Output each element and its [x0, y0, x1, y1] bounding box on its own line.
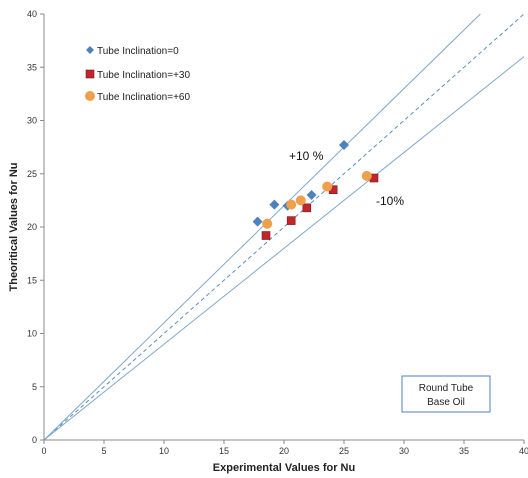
data-point-series-2 — [262, 218, 273, 229]
tick-labels: 0 5 10 15 20 25 30 35 40 0 5 10 15 20 25 30 35 40 — [27, 9, 528, 456]
data-point-series-0 — [306, 190, 317, 201]
data-point-series-2 — [361, 170, 372, 181]
y-tick-label: 15 — [27, 275, 37, 285]
legend-label: Tube Inclination=0 — [97, 46, 179, 57]
legend: Tube Inclination=0 Tube Inclination=+30 … — [85, 46, 190, 103]
info-textbox-border — [401, 375, 491, 413]
data-point-series-0 — [339, 139, 349, 150]
legend-square-marker — [85, 69, 95, 79]
y-tick-label: 30 — [27, 116, 37, 126]
data-point-series-1 — [302, 203, 312, 213]
info-textbox-line-1: Round Tube — [419, 383, 474, 394]
data-point-series-2 — [295, 195, 306, 206]
x-tick-label: 20 — [279, 446, 289, 456]
x-tick-label: 40 — [519, 446, 528, 456]
reference-lines — [43, 13, 525, 441]
x-tick-label: 10 — [159, 446, 169, 456]
data-point-series-0 — [269, 199, 280, 210]
y-axis-title: Theoritical Values for Nu — [8, 163, 20, 292]
data-point-series-0 — [252, 216, 263, 227]
legend-item-series-1: Tube Inclination=+30 — [85, 69, 190, 81]
data-points — [252, 139, 379, 240]
y-tick-label: 0 — [32, 435, 37, 445]
x-tick-label: 5 — [101, 446, 106, 456]
y-tick-label: 35 — [27, 62, 37, 72]
reference-line-0 — [43, 13, 525, 441]
legend-item-series-0: Tube Inclination=0 — [86, 46, 179, 57]
info-textbox-line-2: Base Oil — [427, 397, 465, 408]
y-tick-label: 10 — [27, 329, 37, 339]
x-tick-label: 25 — [339, 446, 349, 456]
reference-line-2 — [43, 56, 525, 441]
x-tick-label: 0 — [41, 446, 46, 456]
y-tick-label: 40 — [27, 9, 37, 19]
annotation-plus-10: +10 % — [289, 149, 324, 163]
x-tick-label: 30 — [399, 446, 409, 456]
y-tick-label: 20 — [27, 222, 37, 232]
info-textbox: Round Tube Base Oil — [401, 375, 491, 413]
data-point-series-1 — [261, 231, 271, 240]
y-tick-label: 5 — [32, 382, 37, 392]
data-point-series-2 — [286, 199, 297, 210]
x-axis-title: Experimental Values for Nu — [213, 462, 355, 474]
data-point-series-2 — [322, 181, 333, 192]
legend-item-series-2: Tube Inclination=+60 — [85, 91, 190, 103]
legend-diamond-marker — [86, 46, 94, 54]
legend-label: Tube Inclination=+60 — [97, 92, 190, 103]
x-tick-label: 15 — [219, 446, 229, 456]
x-tick-label: 35 — [459, 446, 469, 456]
y-tick-label: 25 — [27, 169, 37, 179]
reference-line-1 — [43, 13, 481, 441]
data-point-series-1 — [286, 216, 296, 225]
legend-label: Tube Inclination=+30 — [97, 70, 190, 81]
annotation-minus-10: -10% — [376, 194, 404, 208]
legend-circle-marker — [85, 91, 95, 101]
